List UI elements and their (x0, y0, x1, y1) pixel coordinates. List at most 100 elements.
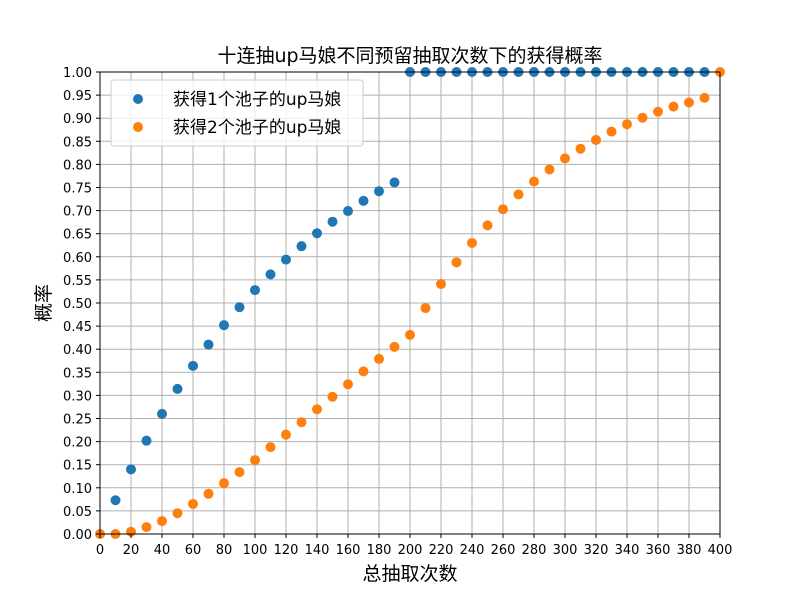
x-tick-label: 100 (243, 543, 268, 558)
data-point (374, 186, 384, 197)
data-point (374, 353, 384, 364)
data-point (575, 143, 586, 154)
data-point (157, 516, 167, 527)
series-1-points (110, 67, 710, 506)
x-tick-label: 140 (305, 543, 330, 558)
x-tick-label: 40 (154, 543, 171, 558)
y-tick-label: 0.55 (63, 274, 92, 289)
x-tick-label: 200 (398, 543, 423, 558)
series-2-points (95, 67, 725, 539)
legend-label-series-2: 获得2个池子的up马娘 (173, 118, 341, 138)
data-point (141, 522, 152, 533)
grid-lines (99, 71, 721, 535)
legend: 获得1个池子的up马娘 获得2个池子的up马娘 (110, 79, 364, 147)
x-tick-label: 340 (615, 543, 640, 558)
data-point (265, 442, 276, 453)
data-point (203, 488, 214, 499)
data-point (622, 119, 632, 130)
data-point (234, 302, 245, 313)
data-point (157, 408, 167, 419)
data-point (467, 237, 477, 248)
y-tick-label: 0.70 (63, 205, 92, 220)
data-point (606, 126, 617, 137)
data-point (126, 464, 136, 475)
data-point (498, 204, 508, 215)
data-point (451, 257, 462, 268)
data-point (281, 254, 291, 265)
x-axis-label: 总抽取次数 (362, 563, 457, 585)
data-point (327, 391, 338, 402)
legend-marker-series-2 (133, 122, 143, 132)
x-tick-label: 60 (185, 543, 202, 558)
x-tick-label: 0 (96, 543, 104, 558)
y-tick-label: 0.25 (63, 413, 92, 428)
data-point (684, 97, 694, 108)
y-tick-label: 0.85 (63, 135, 92, 150)
y-tick-label: 0.35 (63, 366, 92, 381)
data-point (653, 106, 663, 117)
y-tick-label: 0.20 (63, 436, 92, 451)
x-tick-label: 20 (123, 543, 140, 558)
data-point (591, 134, 601, 145)
data-point (312, 228, 322, 239)
y-tick-label: 0.90 (63, 112, 92, 127)
y-tick-label: 0.65 (63, 228, 92, 243)
data-point (141, 435, 152, 446)
data-point (296, 241, 307, 252)
data-point (513, 189, 524, 200)
y-tick-label: 0.30 (63, 389, 92, 404)
data-point (327, 216, 338, 227)
chart-title: 十连抽up马娘不同预留抽取次数下的获得概率 (217, 45, 602, 67)
data-point (560, 153, 570, 164)
y-tick-label: 0.45 (63, 320, 92, 335)
data-point (110, 495, 121, 506)
y-tick-label: 0.15 (63, 459, 92, 474)
x-tick-label: 360 (646, 543, 671, 558)
data-point (343, 206, 353, 217)
x-tick-label: 80 (216, 543, 233, 558)
y-tick-label: 0.95 (63, 89, 92, 104)
data-point (343, 379, 353, 390)
x-tick-label: 380 (677, 543, 702, 558)
data-point (312, 404, 322, 415)
data-point (188, 498, 198, 509)
x-tick-label: 260 (491, 543, 516, 558)
data-point (436, 279, 446, 290)
data-point (296, 417, 307, 428)
data-point (234, 467, 245, 478)
legend-label-series-1: 获得1个池子的up马娘 (173, 90, 341, 110)
y-tick-label: 0.10 (63, 482, 92, 497)
x-tick-label: 220 (429, 543, 454, 558)
data-point (699, 92, 710, 103)
x-tick-label: 400 (708, 543, 733, 558)
y-axis-label: 概率 (33, 284, 55, 322)
data-point (405, 329, 415, 340)
x-tick-label: 180 (367, 543, 392, 558)
data-points (95, 67, 725, 539)
y-tick-label: 0.60 (63, 251, 92, 266)
legend-marker-series-1 (133, 94, 143, 104)
data-point (281, 429, 291, 440)
x-tick-label: 280 (522, 543, 547, 558)
legend-box (110, 79, 364, 147)
data-point (250, 455, 260, 466)
y-tick-label: 0.00 (63, 528, 92, 543)
axis-ticks: 0 20 40 60 80 100 120 140 160 180 200 220 240 260 280 3… (63, 66, 732, 558)
data-point (420, 303, 431, 314)
data-point (219, 478, 229, 489)
data-point (172, 383, 183, 394)
data-point (188, 360, 198, 371)
data-point (172, 508, 183, 519)
data-point (358, 366, 369, 377)
data-point (668, 101, 679, 112)
x-tick-label: 320 (584, 543, 609, 558)
x-tick-label: 120 (274, 543, 299, 558)
data-point (389, 341, 400, 352)
data-point (250, 285, 260, 296)
data-point (265, 269, 276, 280)
y-tick-label: 0.05 (63, 505, 92, 520)
data-point (637, 112, 648, 123)
y-tick-label: 0.50 (63, 297, 92, 312)
data-point (203, 339, 214, 350)
